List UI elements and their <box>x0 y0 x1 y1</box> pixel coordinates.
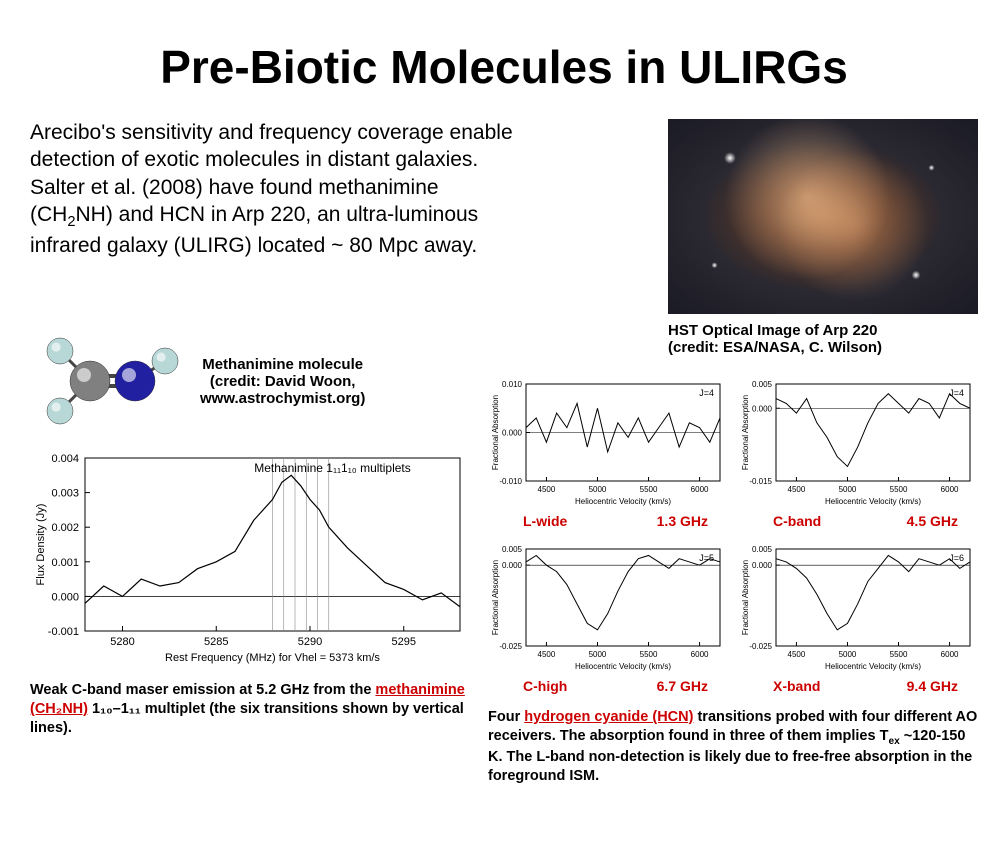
svg-text:5500: 5500 <box>640 485 658 494</box>
svg-text:5280: 5280 <box>110 636 134 648</box>
svg-text:Heliocentric Velocity (km/s): Heliocentric Velocity (km/s) <box>575 497 671 506</box>
svg-text:J=4: J=4 <box>699 388 714 398</box>
intro-l3: Salter et al. (2008) have found methanim… <box>30 176 439 199</box>
sub2: 2 <box>67 214 75 230</box>
hcn-panel-0: -0.010 0.000 0.010 4500 5000 5500 6000 J=4 Helio… <box>488 376 728 535</box>
hcn-panel-1: -0.015 0.000 0.005 4500 5000 5500 6000 J=4 Helio… <box>738 376 978 535</box>
svg-text:0.000: 0.000 <box>502 429 523 438</box>
svg-text:Flux Density (Jy): Flux Density (Jy) <box>35 504 47 586</box>
svg-text:6000: 6000 <box>691 485 709 494</box>
svg-text:Fractional Absorption: Fractional Absorption <box>741 395 750 470</box>
svg-text:Heliocentric Velocity (km/s): Heliocentric Velocity (km/s) <box>575 662 671 671</box>
svg-text:Methanimine 1₁₁1₁₀ multiplets: Methanimine 1₁₁1₁₀ multiplets <box>254 461 411 475</box>
intro-text: Arecibo's sensitivity and frequency cove… <box>30 119 650 314</box>
svg-text:-0.001: -0.001 <box>48 626 79 638</box>
rc-hcn: hydrogen cyanide (HCN) <box>524 709 693 725</box>
svg-text:0.000: 0.000 <box>51 591 79 603</box>
svg-text:0.003: 0.003 <box>51 488 79 500</box>
right-caption: Four hydrogen cyanide (HCN) transitions … <box>488 708 978 786</box>
svg-text:0.000: 0.000 <box>752 561 773 570</box>
svg-text:0.004: 0.004 <box>51 453 79 465</box>
svg-text:J=6: J=6 <box>949 553 964 563</box>
svg-text:-0.025: -0.025 <box>749 642 772 651</box>
rc1: Four <box>488 709 524 725</box>
rc-sub: ex <box>888 736 899 747</box>
svg-text:0.001: 0.001 <box>51 557 79 569</box>
molecule-row: Methanimine molecule (credit: David Woon… <box>30 321 470 441</box>
panel-label: X-band9.4 GHz <box>738 676 978 700</box>
svg-text:5285: 5285 <box>204 636 228 648</box>
intro-l5: infrared galaxy (ULIRG) located ~ 80 Mpc… <box>30 234 477 257</box>
lc2: 1₁₀–1₁₁ multiplet (the six transitions s… <box>30 701 464 736</box>
svg-text:0.005: 0.005 <box>752 545 773 554</box>
intro-l2: detection of exotic molecules in distant… <box>30 148 478 171</box>
svg-text:0.000: 0.000 <box>752 404 773 413</box>
svg-text:4500: 4500 <box>538 485 556 494</box>
svg-text:5000: 5000 <box>589 485 607 494</box>
svg-text:0.005: 0.005 <box>752 380 773 389</box>
svg-text:6000: 6000 <box>691 650 709 659</box>
intro-l1: Arecibo's sensitivity and frequency cove… <box>30 121 513 144</box>
svg-text:4500: 4500 <box>538 650 556 659</box>
svg-text:0.005: 0.005 <box>502 545 523 554</box>
svg-text:Heliocentric Velocity (km/s): Heliocentric Velocity (km/s) <box>825 497 921 506</box>
hcn-panel-2: -0.025 0.000 0.005 4500 5000 5500 6000 J=5 Helio… <box>488 541 728 700</box>
mc1: Methanimine molecule <box>202 356 363 373</box>
galaxy-image <box>668 119 978 314</box>
svg-text:5295: 5295 <box>392 636 416 648</box>
mc3: www.astrochymist.org) <box>200 390 365 407</box>
svg-text:J=5: J=5 <box>699 553 714 563</box>
svg-text:5500: 5500 <box>890 485 908 494</box>
svg-text:5290: 5290 <box>298 636 322 648</box>
svg-text:5500: 5500 <box>640 650 658 659</box>
svg-text:Fractional Absorption: Fractional Absorption <box>741 560 750 635</box>
svg-text:0.000: 0.000 <box>502 561 523 570</box>
intro-l4a: (CH <box>30 203 67 226</box>
svg-text:6000: 6000 <box>941 485 959 494</box>
svg-text:-0.025: -0.025 <box>499 642 522 651</box>
hcn-panel-3: -0.025 0.000 0.005 4500 5000 5500 6000 J=6 Helio… <box>738 541 978 700</box>
svg-text:5000: 5000 <box>839 650 857 659</box>
intro-row: Arecibo's sensitivity and frequency cove… <box>30 119 978 314</box>
intro-l4b: NH) and HCN in Arp 220, an ultra-luminou… <box>76 203 479 226</box>
svg-text:5000: 5000 <box>839 485 857 494</box>
molecule-caption: Methanimine molecule (credit: David Woon… <box>200 356 365 407</box>
panel-label: L-wide1.3 GHz <box>488 511 728 535</box>
mc2: (credit: David Woon, <box>210 373 356 390</box>
svg-text:6000: 6000 <box>941 650 959 659</box>
svg-text:-0.010: -0.010 <box>499 477 522 486</box>
svg-text:Heliocentric Velocity (km/s): Heliocentric Velocity (km/s) <box>825 662 921 671</box>
molecule-diagram <box>30 321 190 441</box>
svg-text:4500: 4500 <box>788 650 806 659</box>
svg-text:4500: 4500 <box>788 485 806 494</box>
left-caption: Weak C-band maser emission at 5.2 GHz fr… <box>30 681 470 738</box>
lc1: Weak C-band maser emission at 5.2 GHz fr… <box>30 682 375 698</box>
svg-text:5500: 5500 <box>890 650 908 659</box>
svg-text:Fractional Absorption: Fractional Absorption <box>491 395 500 470</box>
panel-label: C-high6.7 GHz <box>488 676 728 700</box>
svg-text:0.010: 0.010 <box>502 380 523 389</box>
svg-text:5000: 5000 <box>589 650 607 659</box>
svg-text:J=4: J=4 <box>949 388 964 398</box>
page-title: Pre-Biotic Molecules in ULIRGs <box>30 40 978 94</box>
svg-text:-0.015: -0.015 <box>749 477 772 486</box>
svg-text:0.002: 0.002 <box>51 522 79 534</box>
panel-label: C-band4.5 GHz <box>738 511 978 535</box>
svg-text:Fractional Absorption: Fractional Absorption <box>491 560 500 635</box>
svg-text:Rest Frequency (MHz) for Vhel: Rest Frequency (MHz) for Vhel = 5373 km/… <box>165 652 380 664</box>
hcn-panel-grid: -0.010 0.000 0.010 4500 5000 5500 6000 J=4 Helio… <box>488 376 978 700</box>
maser-spectrum-chart: 5280 5285 5290 5295 -0.001 0.000 0.001 0.002 0.0… <box>30 446 470 666</box>
